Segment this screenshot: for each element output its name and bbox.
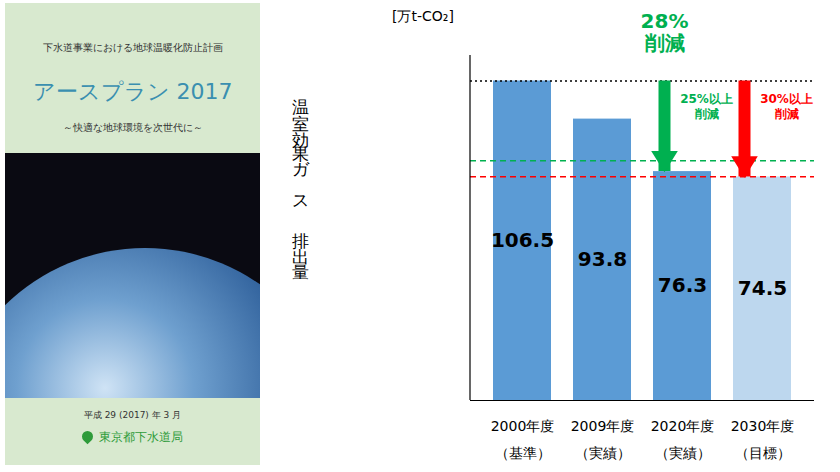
svg-text:2009年度（実績）: 2009年度（実績）	[571, 418, 635, 461]
html-text:[万t-CO₂]: [万t-CO₂]	[392, 8, 454, 24]
html-text:～快適な地球環境を次世代に～: ～快適な地球環境を次世代に～	[62, 122, 203, 133]
svg-text:2030年度（目標）: 2030年度（目標）	[731, 418, 795, 461]
html-text:温室効果ガス排出量: 温室効果ガス排出量	[291, 85, 311, 267]
html-text:東京都下水道局: 東京都下水道局	[99, 430, 183, 444]
svg-text:74.5: 74.5	[738, 276, 787, 300]
svg-text:106.5: 106.5	[491, 228, 554, 252]
svg-text:2020年度（実績）: 2020年度（実績）	[651, 418, 715, 461]
html-text:平成 29 (2017) 年 3 月: 平成 29 (2017) 年 3 月	[83, 410, 182, 420]
svg-text:93.8: 93.8	[578, 247, 627, 271]
svg-text:30%以上削減: 30%以上削減	[760, 92, 813, 120]
html-text:アースプラン 2017: アースプラン 2017	[32, 79, 233, 104]
svg-text:25%以上削減: 25%以上削減	[680, 92, 733, 120]
html-text:下水道事業における地球温暖化防止計画: 下水道事業における地球温暖化防止計画	[42, 42, 223, 53]
svg-text:28%削減: 28%削減	[641, 9, 689, 55]
svg-text:2000年度（基準）: 2000年度（基準）	[491, 418, 555, 461]
svg-text:76.3: 76.3	[658, 273, 707, 297]
